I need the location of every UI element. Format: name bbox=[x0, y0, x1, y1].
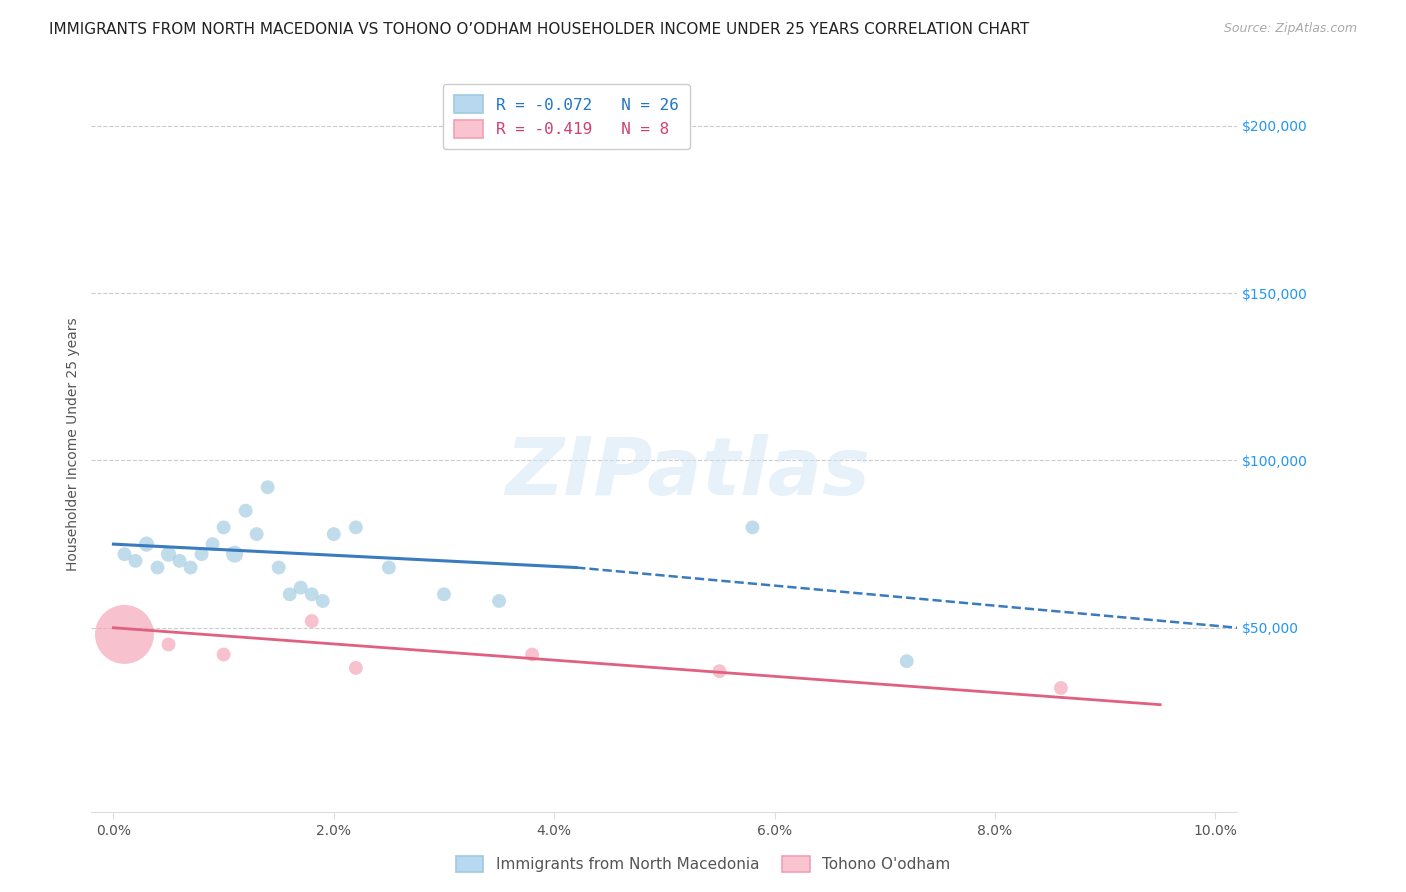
Point bbox=[267, 560, 290, 574]
Legend: Immigrants from North Macedonia, Tohono O'odham: Immigrants from North Macedonia, Tohono … bbox=[449, 848, 957, 880]
Point bbox=[146, 560, 169, 574]
Y-axis label: Householder Income Under 25 years: Householder Income Under 25 years bbox=[66, 317, 80, 571]
Point bbox=[322, 527, 344, 541]
Point bbox=[344, 520, 367, 534]
Point bbox=[114, 627, 136, 641]
Point bbox=[1050, 681, 1073, 695]
Point bbox=[344, 661, 367, 675]
Point bbox=[301, 614, 323, 628]
Point bbox=[201, 537, 224, 551]
Point bbox=[709, 664, 731, 679]
Point bbox=[290, 581, 312, 595]
Point bbox=[378, 560, 401, 574]
Point bbox=[246, 527, 269, 541]
Point bbox=[896, 654, 918, 668]
Point bbox=[224, 547, 246, 561]
Point bbox=[157, 547, 180, 561]
Point bbox=[169, 554, 191, 568]
Text: Source: ZipAtlas.com: Source: ZipAtlas.com bbox=[1223, 22, 1357, 36]
Text: ZIPatlas: ZIPatlas bbox=[505, 434, 870, 512]
Legend: R = -0.072   N = 26, R = -0.419   N = 8: R = -0.072 N = 26, R = -0.419 N = 8 bbox=[443, 84, 690, 150]
Point bbox=[190, 547, 212, 561]
Point bbox=[180, 560, 202, 574]
Point bbox=[157, 637, 180, 651]
Point bbox=[312, 594, 335, 608]
Point bbox=[135, 537, 157, 551]
Point bbox=[741, 520, 763, 534]
Point bbox=[114, 547, 136, 561]
Point bbox=[235, 503, 257, 517]
Point bbox=[433, 587, 456, 601]
Point bbox=[278, 587, 301, 601]
Text: IMMIGRANTS FROM NORTH MACEDONIA VS TOHONO O’ODHAM HOUSEHOLDER INCOME UNDER 25 YE: IMMIGRANTS FROM NORTH MACEDONIA VS TOHON… bbox=[49, 22, 1029, 37]
Point bbox=[301, 587, 323, 601]
Point bbox=[212, 648, 235, 662]
Point bbox=[212, 520, 235, 534]
Point bbox=[520, 648, 543, 662]
Point bbox=[256, 480, 278, 494]
Point bbox=[124, 554, 146, 568]
Point bbox=[488, 594, 510, 608]
